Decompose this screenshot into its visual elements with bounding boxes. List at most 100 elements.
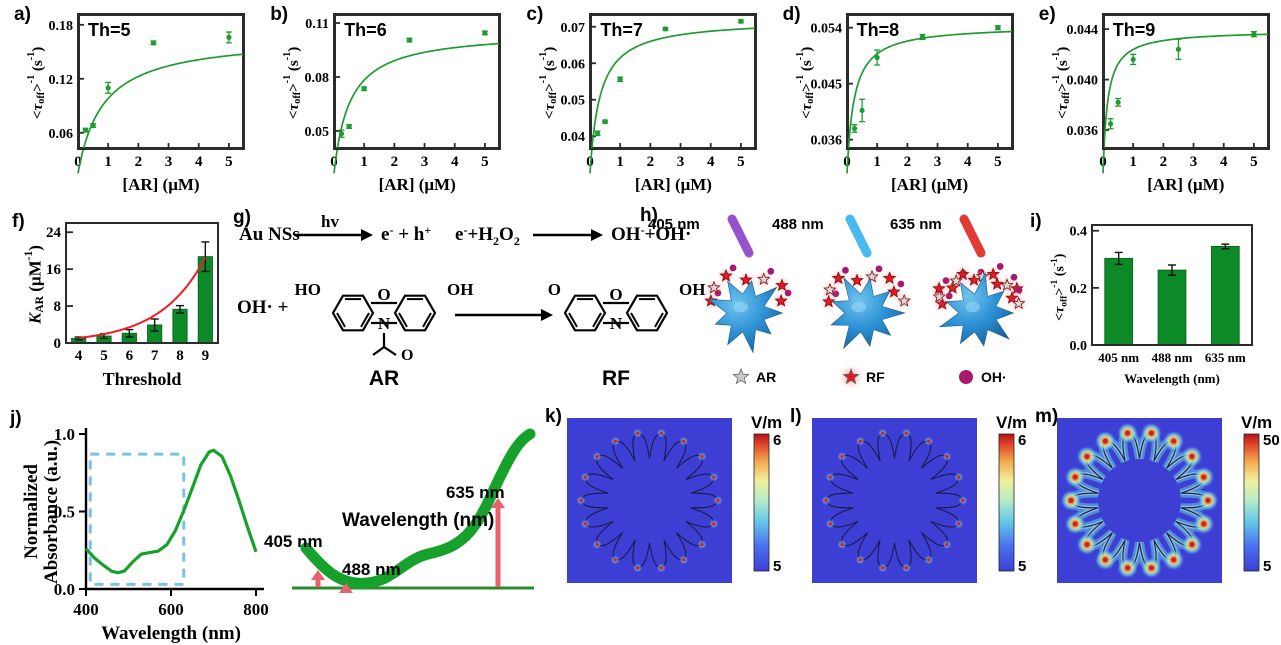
rf-label-ketone-o: O: [548, 280, 561, 299]
x-tick-label: 4: [964, 154, 972, 170]
x-tick-label: 6: [126, 348, 134, 364]
y-tick-label: 0.040: [1066, 74, 1098, 89]
data-point: [407, 37, 413, 43]
y-tick-label: 1.0: [54, 425, 75, 444]
x-tick-label: 1: [873, 154, 881, 170]
y-tick-label: 0.05: [561, 94, 586, 109]
x-axis-label: [AR] (μM): [891, 175, 969, 194]
data-point: [346, 123, 352, 130]
inset-label-635: 635 nm: [446, 483, 505, 502]
x-tick-label: 4: [707, 154, 715, 170]
panel-i-wavelength-bar-chart: i) 0.0 0.2 0.4 405 nm 488 nm 635 nm <τoff>-1 (s…: [1030, 205, 1281, 400]
y-tick-label: 0.045: [810, 78, 842, 93]
simulation-panel-k: k) V/m 6 5: [543, 400, 788, 642]
circle-icon: [942, 277, 950, 285]
kinetics-plot: 0 1 2 3 4 50.040.050.060.07: [561, 13, 758, 174]
legend-star-icon: [842, 367, 860, 385]
hydroxyl-radical-reactant: OH· +: [237, 297, 288, 318]
x-tick-label: 2: [135, 154, 143, 170]
x-tick-label: 488 nm: [1152, 350, 1193, 365]
arrow-label-hv: hv: [321, 212, 339, 231]
x-tick-label: 5: [738, 154, 746, 170]
colorbar: [1243, 433, 1260, 572]
kinetics-panel-e: e) <τoff>-1 (s-1) Th=9 0 1 2 3 4 5 0.036 0.040 0.04…: [1025, 0, 1281, 200]
excitation-label-405: 405 nm: [648, 216, 700, 233]
star-icon: [882, 271, 897, 285]
rf-ring-left: [563, 294, 607, 332]
x-tick-label: 4: [195, 154, 203, 170]
panel-letter: a): [14, 4, 31, 25]
simulation-panel-row: k) V/m 6 5 l) V/m 6 5 m) V/m 50 5: [543, 400, 1281, 642]
products-electron-hole: e- + h+: [381, 223, 431, 245]
kinetics-panel-c: c) <τoff>-1 (s-1) Th=7 0 1 2 3 4 5 0.04 0.05 0.06 0.…: [512, 0, 768, 200]
star-icon: [932, 281, 946, 295]
x-tick-label: 0: [74, 154, 82, 170]
x-axis-label: [AR] (μM): [1147, 175, 1225, 194]
bar: [1104, 257, 1134, 346]
y-tick-label: 0.044: [1066, 23, 1098, 38]
x-tick-label: 5: [1250, 154, 1258, 170]
x-axis-label: Threshold: [102, 369, 182, 389]
colorbar-min-label: 5: [1263, 558, 1271, 575]
panel-letter: i): [1030, 211, 1042, 232]
data-point: [361, 86, 367, 92]
x-axis-label: [AR] (μM): [122, 175, 200, 194]
y-tick-label: 0.0: [54, 580, 75, 599]
colorbar-max-label: 50: [1263, 432, 1280, 449]
data-point: [617, 76, 624, 82]
star-icon: [897, 293, 911, 307]
x-tick-label: 4: [451, 154, 459, 170]
star-icon: [831, 271, 846, 285]
kinetics-plot: 0 1 2 3 4 5 0.06 0.12 0.18: [49, 13, 245, 174]
x-tick-label: 1: [1129, 154, 1137, 170]
y-tick-label: 0.036: [810, 134, 842, 149]
y-tick-label: 0.04: [561, 130, 586, 145]
y-tick-label: 0: [54, 336, 62, 352]
colorbar-max-label: 6: [773, 432, 781, 449]
bar: [172, 308, 188, 344]
x-tick-label: 4: [75, 348, 83, 364]
data-point: [874, 54, 880, 61]
y-axis-label: <τoff>-1 (s-1): [1050, 253, 1070, 321]
bar: [1157, 269, 1187, 346]
y-tick-label: 0.06: [49, 127, 74, 142]
data-point: [1251, 31, 1257, 37]
threshold-annotation: Th=7: [600, 20, 643, 40]
circle-icon: [729, 264, 737, 272]
bar: [1210, 245, 1240, 346]
y-tick-label: 8: [54, 299, 62, 315]
ar-label-ho: HO: [295, 280, 321, 299]
y-axis-label: KAR (μM-1): [22, 245, 47, 325]
ar-bridge-nitrogen: N: [378, 314, 391, 333]
star-icon: [1011, 296, 1026, 310]
threshold-annotation: Th=8: [856, 20, 900, 40]
y-tick-label: 24: [46, 225, 62, 241]
colorbar-unit-label: V/m: [751, 413, 782, 432]
x-tick-label: 9: [202, 348, 210, 364]
star-icon: [707, 280, 721, 294]
colorbar-max-label: 6: [1018, 432, 1026, 449]
data-point: [1107, 121, 1113, 127]
x-tick-label: 400: [73, 600, 99, 619]
gold-nanostar: [707, 280, 784, 354]
x-axis-label: [AR] (μM): [378, 175, 456, 194]
rf-bridge-nitrogen: N: [610, 314, 623, 333]
laser-beam-635: [959, 214, 986, 258]
star-icon: [823, 282, 837, 296]
x-axis-label: Wavelength (nm): [1124, 371, 1220, 386]
excitation-label-488: 488 nm: [772, 216, 824, 233]
data-point: [1130, 56, 1136, 63]
y-tick-label: 0.2: [1070, 282, 1088, 297]
kar-bar-chart: 0 8 16 24 4 5 6 7 8 9: [46, 222, 219, 364]
inset-label-405: 405 nm: [264, 532, 323, 551]
data-point: [482, 30, 488, 36]
y-tick-label: 0.054: [810, 22, 842, 37]
data-point: [663, 26, 669, 32]
kinetics-plot: 0 1 2 3 4 5 0.05 0.08 0.11: [305, 13, 502, 174]
y-tick-label: 0.036: [1066, 124, 1098, 139]
panel-letter: j): [10, 408, 22, 429]
star-icon: [1005, 290, 1019, 304]
legend-label-AR: AR: [756, 369, 776, 385]
